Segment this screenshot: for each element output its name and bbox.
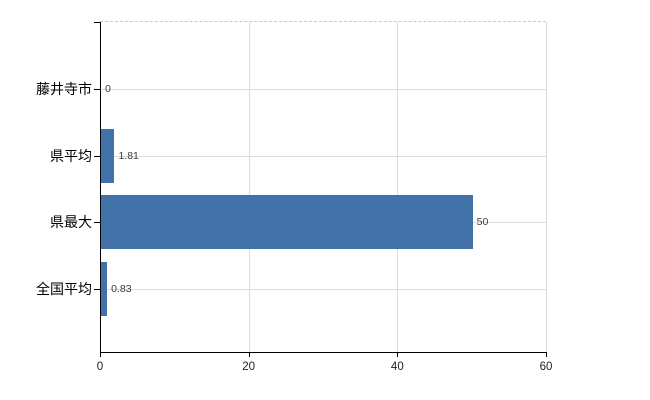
- plot-top-border: [100, 21, 546, 22]
- x-axis-tick-label: 0: [96, 361, 104, 373]
- x-axis-line: [100, 352, 547, 353]
- value-label: 0: [105, 83, 111, 95]
- category-gridline: [101, 155, 546, 157]
- x-gridline: [248, 22, 250, 352]
- x-axis-tick-label: 20: [242, 361, 256, 373]
- y-axis-line: [100, 22, 101, 353]
- category-label: 県平均: [50, 147, 92, 164]
- y-axis-tick: [94, 155, 100, 157]
- bar-segment: [101, 128, 115, 183]
- bar-segment: [101, 261, 108, 316]
- bar-segment: [101, 195, 473, 249]
- y-axis-tick: [94, 288, 100, 290]
- category-label: 全国平均: [36, 280, 92, 297]
- x-axis-tick: [100, 353, 101, 357]
- x-axis-tick-label: 40: [390, 361, 404, 373]
- x-gridline: [397, 22, 399, 352]
- y-axis-tick: [94, 222, 100, 223]
- category-label: 藤井寺市: [36, 81, 92, 97]
- x-axis-tick: [546, 353, 547, 357]
- x-axis-tick-label: 60: [539, 361, 553, 373]
- category-label: 県最大: [50, 214, 92, 230]
- value-label: 1.81: [118, 149, 139, 162]
- value-label: 50: [476, 216, 489, 228]
- y-axis-top-tick: [94, 22, 100, 23]
- category-gridline: [101, 288, 546, 290]
- category-gridline: [101, 89, 546, 90]
- x-axis-tick: [397, 353, 399, 357]
- x-axis-tick: [248, 353, 250, 357]
- value-label: 0.83: [111, 282, 132, 295]
- x-gridline: [546, 22, 547, 352]
- y-axis-tick: [94, 89, 100, 90]
